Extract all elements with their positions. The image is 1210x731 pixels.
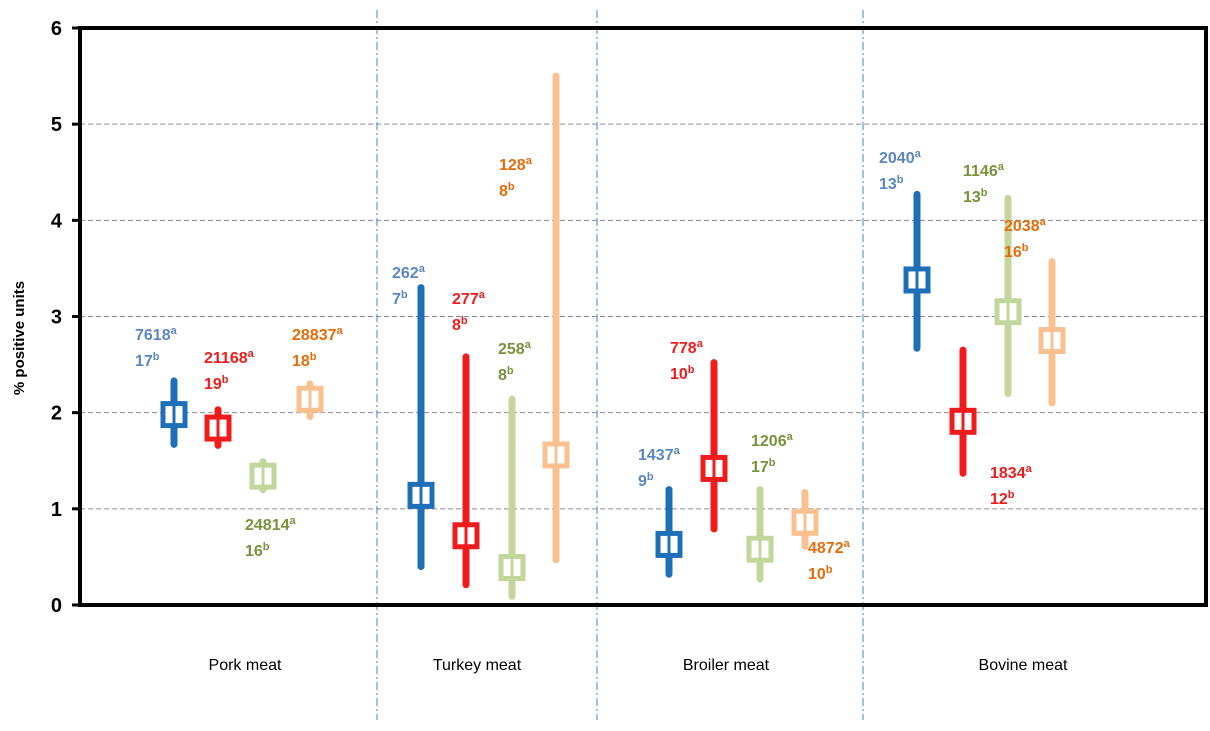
y-tick-label: 0 bbox=[51, 595, 62, 617]
x-category-label: Broiler meat bbox=[683, 657, 770, 674]
count-annotation: 1146a bbox=[963, 161, 1005, 180]
count-annotation: 128a bbox=[499, 155, 533, 174]
count-annotation: 262a bbox=[392, 263, 426, 282]
y-axis-label: % positive units bbox=[11, 281, 28, 395]
count-annotation: 2038a bbox=[1004, 216, 1047, 235]
gridlines bbox=[80, 123, 1206, 510]
positive-annotation: 12b bbox=[990, 489, 1015, 508]
count-annotation: 4872a bbox=[808, 538, 851, 557]
y-tick-label: 1 bbox=[51, 499, 62, 521]
count-annotation: 258a bbox=[498, 339, 532, 358]
positive-annotation: 10b bbox=[808, 564, 833, 583]
chart-marks bbox=[160, 72, 1066, 600]
category-dividers bbox=[376, 10, 864, 720]
y-tick-label: 3 bbox=[51, 307, 62, 329]
positive-annotation: 17b bbox=[751, 457, 776, 476]
count-annotation: 1437a bbox=[638, 445, 681, 464]
count-annotation: 277a bbox=[452, 289, 486, 308]
positive-annotation: 18b bbox=[292, 351, 317, 370]
positive-annotation: 13b bbox=[963, 187, 988, 206]
count-annotation: 1834a bbox=[990, 463, 1033, 482]
positive-annotation: 19b bbox=[204, 374, 229, 393]
positive-annotation: 16b bbox=[245, 541, 270, 560]
positive-annotation: 8b bbox=[499, 181, 515, 200]
count-annotation: 7618a bbox=[135, 325, 178, 344]
y-tick-label: 2 bbox=[51, 403, 62, 425]
x-category-label: Turkey meat bbox=[433, 657, 522, 674]
axes: 0 1 2 3 4 5 6 Pork meat Turkey meat Broiler meat B… bbox=[51, 18, 1208, 674]
positive-annotation: 17b bbox=[135, 351, 160, 370]
positive-annotation: 10b bbox=[670, 364, 695, 383]
count-annotation: 28837a bbox=[292, 325, 344, 344]
x-category-label: Pork meat bbox=[209, 657, 282, 674]
y-tick-label: 6 bbox=[51, 18, 62, 40]
positive-annotation: 16b bbox=[1004, 242, 1029, 261]
positive-annotation: 8b bbox=[498, 365, 514, 384]
x-category-label: Bovine meat bbox=[979, 657, 1068, 674]
positive-annotation: 13b bbox=[879, 174, 904, 193]
count-annotation: 1206a bbox=[751, 431, 794, 450]
count-annotation: 24814a bbox=[245, 515, 297, 534]
count-annotation: 2040a bbox=[879, 148, 922, 167]
positive-annotation: 9b bbox=[638, 471, 654, 490]
positive-annotation: 7b bbox=[392, 289, 408, 308]
data-annotations: 7618a 17b 262a 7b 1437a 9b 2040a 13b 21168a 19b 27… bbox=[135, 148, 1047, 583]
positive-annotation: 8b bbox=[452, 315, 468, 334]
y-tick-label: 5 bbox=[51, 114, 62, 136]
count-annotation: 778a bbox=[670, 338, 704, 357]
y-tick-label: 4 bbox=[51, 210, 63, 232]
count-annotation: 21168a bbox=[204, 348, 255, 367]
